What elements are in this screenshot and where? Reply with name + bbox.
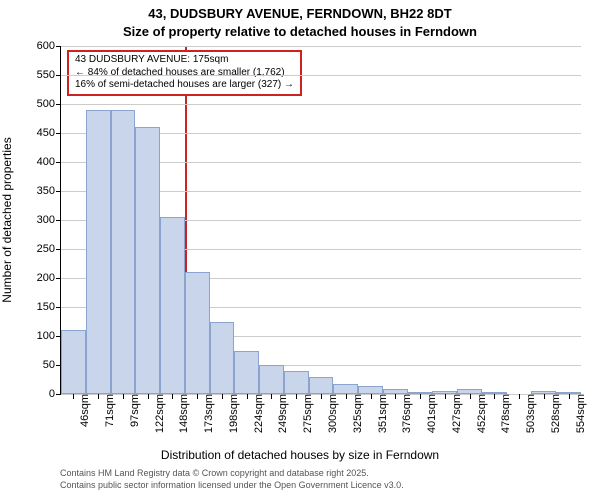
gridline-h <box>61 75 581 76</box>
histogram-bar <box>358 386 383 394</box>
xtick-mark <box>222 394 223 399</box>
xtick-mark <box>494 394 495 399</box>
xtick-mark <box>123 394 124 399</box>
xtick-label: 173sqm <box>201 394 215 433</box>
xtick-label: 478sqm <box>498 394 512 433</box>
xtick-mark <box>346 394 347 399</box>
histogram-bar <box>309 377 334 394</box>
xtick-label: 452sqm <box>474 394 488 433</box>
xtick-mark <box>519 394 520 399</box>
histogram-bar <box>111 110 136 394</box>
ytick-label: 0 <box>49 388 61 400</box>
chart-title-line1: 43, DUDSBURY AVENUE, FERNDOWN, BH22 8DT <box>0 6 600 21</box>
annotation-box: 43 DUDSBURY AVENUE: 175sqm ← 84% of deta… <box>67 50 302 96</box>
ytick-label: 600 <box>37 40 61 52</box>
ytick-label: 500 <box>37 98 61 110</box>
xtick-label: 249sqm <box>275 394 289 433</box>
xtick-mark <box>569 394 570 399</box>
y-axis-label: Number of detached properties <box>0 137 14 302</box>
xtick-mark <box>544 394 545 399</box>
xtick-label: 275sqm <box>300 394 314 433</box>
gridline-h <box>61 46 581 47</box>
footer-line1: Contains HM Land Registry data © Crown c… <box>60 468 369 478</box>
footer-line2: Contains public sector information licen… <box>60 480 404 490</box>
ytick-label: 250 <box>37 243 61 255</box>
plot-area: 43 DUDSBURY AVENUE: 175sqm ← 84% of deta… <box>60 46 581 395</box>
xtick-mark <box>271 394 272 399</box>
xtick-mark <box>371 394 372 399</box>
xtick-label: 554sqm <box>573 394 587 433</box>
xtick-label: 122sqm <box>152 394 166 433</box>
xtick-mark <box>395 394 396 399</box>
xtick-label: 198sqm <box>226 394 240 433</box>
xtick-label: 427sqm <box>449 394 463 433</box>
xtick-label: 224sqm <box>251 394 265 433</box>
xtick-mark <box>296 394 297 399</box>
gridline-h <box>61 104 581 105</box>
xtick-mark <box>445 394 446 399</box>
xtick-mark <box>420 394 421 399</box>
xtick-label: 148sqm <box>176 394 190 433</box>
histogram-bar <box>160 217 185 394</box>
xtick-label: 503sqm <box>523 394 537 433</box>
xtick-label: 300sqm <box>325 394 339 433</box>
histogram-bar <box>234 351 259 395</box>
histogram-bar <box>333 384 358 394</box>
xtick-label: 351sqm <box>375 394 389 433</box>
xtick-mark <box>148 394 149 399</box>
ytick-label: 100 <box>37 330 61 342</box>
annotation-line1: 43 DUDSBURY AVENUE: 175sqm <box>75 54 294 67</box>
xtick-label: 46sqm <box>77 394 91 427</box>
histogram-bar <box>86 110 111 394</box>
xtick-mark <box>98 394 99 399</box>
ytick-label: 200 <box>37 272 61 284</box>
xtick-label: 71sqm <box>102 394 116 427</box>
xtick-label: 376sqm <box>399 394 413 433</box>
ytick-label: 150 <box>37 301 61 313</box>
xtick-label: 325sqm <box>350 394 364 433</box>
annotation-line3: 16% of semi-detached houses are larger (… <box>75 79 294 92</box>
ytick-label: 400 <box>37 156 61 168</box>
xtick-mark <box>247 394 248 399</box>
xtick-mark <box>73 394 74 399</box>
histogram-bar <box>259 365 284 394</box>
chart-title-line2: Size of property relative to detached ho… <box>0 24 600 39</box>
xtick-mark <box>470 394 471 399</box>
ytick-label: 50 <box>43 359 61 371</box>
histogram-bar <box>284 371 309 394</box>
ytick-label: 550 <box>37 69 61 81</box>
xtick-label: 97sqm <box>127 394 141 427</box>
ytick-label: 450 <box>37 127 61 139</box>
xtick-mark <box>172 394 173 399</box>
x-axis-label: Distribution of detached houses by size … <box>0 448 600 462</box>
chart-container: 43, DUDSBURY AVENUE, FERNDOWN, BH22 8DT … <box>0 0 600 500</box>
histogram-bar <box>135 127 160 394</box>
annotation-line2: ← 84% of detached houses are smaller (1,… <box>75 67 294 80</box>
histogram-bar <box>210 322 235 395</box>
xtick-label: 528sqm <box>548 394 562 433</box>
histogram-bar <box>185 272 210 394</box>
histogram-bar <box>61 330 86 394</box>
ytick-label: 300 <box>37 214 61 226</box>
xtick-mark <box>321 394 322 399</box>
ytick-label: 350 <box>37 185 61 197</box>
xtick-mark <box>197 394 198 399</box>
xtick-label: 401sqm <box>424 394 438 433</box>
